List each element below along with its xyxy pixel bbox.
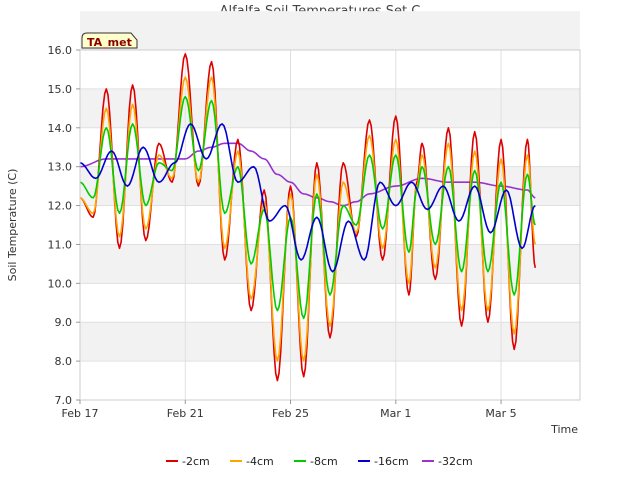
ta-met-badge: TA_met <box>81 32 138 49</box>
y-tick-label: 7.0 <box>55 394 73 407</box>
x-axis-ticks: Feb 17 Feb 21 Feb 25 Mar 1 Mar 5 <box>62 400 517 420</box>
y-tick-label: 9.0 <box>55 316 73 329</box>
grid-band <box>80 244 580 284</box>
x-tick-label: Feb 25 <box>272 407 309 420</box>
legend-label: -2cm <box>182 455 210 468</box>
badge-shape <box>81 32 138 49</box>
series-lines <box>79 53 537 382</box>
badge-label: TA_met <box>87 36 132 49</box>
grid-band <box>80 88 580 128</box>
grid-band <box>80 11 580 50</box>
x-tick-label: Mar 1 <box>380 407 411 420</box>
y-tick-label: 8.0 <box>55 355 73 368</box>
y-tick-label: 12.0 <box>48 200 73 213</box>
plot-frame <box>79 49 581 401</box>
plot-bands <box>80 11 580 400</box>
x-tick-label: Feb 21 <box>167 407 204 420</box>
legend-label: -32cm <box>438 455 473 468</box>
x-tick-label: Mar 5 <box>485 407 516 420</box>
y-tick-label: 14.0 <box>48 122 73 135</box>
legend-label: -4cm <box>246 455 274 468</box>
series-line-neg8cm <box>79 95 537 320</box>
x-tick-label: Feb 17 <box>62 407 99 420</box>
y-tick-label: 16.0 <box>48 44 73 57</box>
y-axis-ticks: 7.0 8.0 9.0 10.0 11.0 12.0 13.0 14.0 15.0 16.0 <box>48 44 80 407</box>
series-line-neg2cm <box>79 53 537 382</box>
legend-label: -16cm <box>374 455 409 468</box>
series-line-neg16cm <box>79 123 536 273</box>
y-tick-label: 10.0 <box>48 277 73 290</box>
grid-band <box>80 322 580 362</box>
legend-label: -8cm <box>310 455 338 468</box>
y-tick-label: 13.0 <box>48 161 73 174</box>
series-line-neg4cm <box>79 76 537 362</box>
y-tick-label: 15.0 <box>48 83 73 96</box>
y-tick-label: 11.0 <box>48 238 73 251</box>
x-axis-title: Time <box>550 423 578 436</box>
y-axis-title: Soil Temperature (C) <box>6 169 19 282</box>
legend: -2cm -4cm -8cm -16cm -32cm <box>166 455 473 468</box>
